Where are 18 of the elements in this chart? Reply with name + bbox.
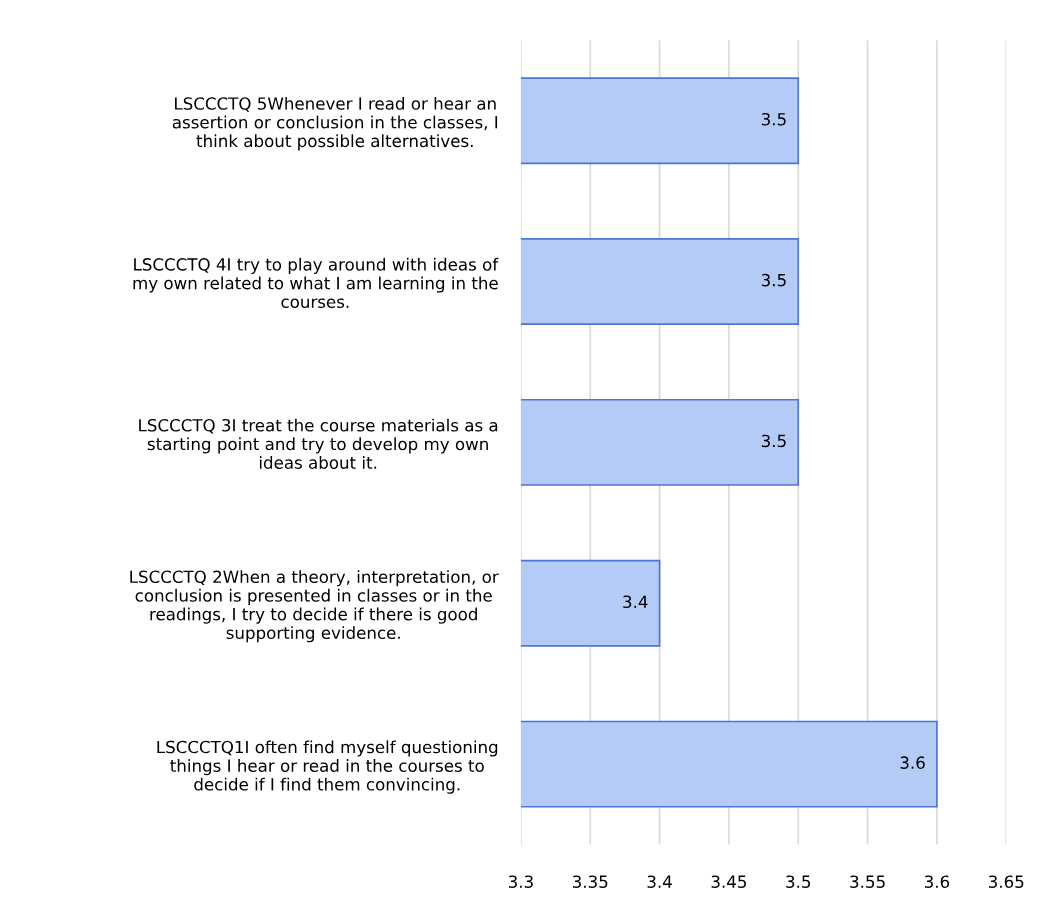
y-tick-label: LSCCCTQ 3I treat the course materials as a starting point and try to develop my own ideas about it. [139, 418, 498, 469]
data-label: 3.5 [761, 112, 786, 126]
data-label: 3.5 [761, 434, 786, 448]
x-tick-label: 3.65 [988, 875, 1024, 888]
x-tick-label: 3.35 [572, 875, 608, 888]
y-tick-label: LSCCCTQ 5Whenever I read or hear an assertion or conclusion in the classes, I think about possible alternatives. [172, 96, 498, 151]
y-tick-label: LSCCCTQ 4I try to play around with ideas of my own related to what I am learning in the courses. [133, 257, 499, 309]
y-tick-label: LSCCCTQ1I often find myself questioning things I hear or read in the courses to decide if I find them convincing. [157, 740, 498, 794]
data-label: 3.5 [761, 273, 786, 287]
x-tick-label: 3.5 [786, 875, 811, 888]
data-label: 3.4 [623, 595, 648, 609]
x-tick-label: 3.3 [508, 875, 533, 888]
x-tick-label: 3.6 [924, 875, 950, 888]
x-tick-label: 3.4 [647, 875, 672, 888]
x-tick-label: 3.45 [711, 875, 747, 888]
y-tick-label: LSCCCTQ 2When a theory, interpretation, or conclusion is presented in classes or in the readings, I try to decide if there is good supporting evidence. [130, 570, 499, 643]
data-label: 3.6 [900, 756, 925, 769]
x-tick-label: 3.55 [850, 875, 885, 888]
